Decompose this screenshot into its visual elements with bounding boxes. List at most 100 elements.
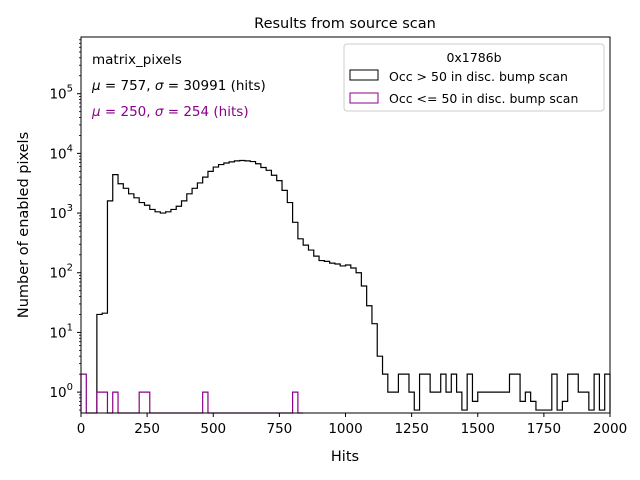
- legend-frame: [343, 43, 605, 112]
- annotation-stats-purple: μ = 250, σ = 254 (hits): [91, 104, 249, 120]
- histogram-bin: [584, 392, 589, 413]
- x-tick-label: 1000: [328, 421, 362, 437]
- histogram-bin: [568, 374, 573, 413]
- histogram-bin: [578, 392, 583, 413]
- histogram-bin: [515, 374, 520, 413]
- histogram-bin: [435, 392, 440, 413]
- x-tick-label: 500: [200, 421, 226, 437]
- histogram-bin: [107, 201, 112, 413]
- y-tick-label: 105: [49, 84, 73, 103]
- histogram-bin: [594, 374, 599, 413]
- histogram-bin: [240, 160, 245, 413]
- x-axis-label: Hits: [331, 449, 359, 465]
- histogram-bin: [293, 392, 298, 413]
- legend-swatch-occ-le-50: [349, 92, 379, 104]
- histogram-bin: [377, 356, 382, 413]
- stats-separator: ,: [146, 104, 155, 120]
- plot-area: 0 250 500 750 1000 1250 1500 1750 2000 100 101 102…: [49, 36, 627, 437]
- histogram-bin: [113, 175, 118, 413]
- histogram-bin: [308, 250, 313, 413]
- histogram-bin: [81, 374, 86, 413]
- histogram-bin: [499, 392, 504, 413]
- histogram-bin: [404, 374, 409, 413]
- histogram-bin: [356, 273, 361, 413]
- x-axis-ticks: 0 250 500 750 1000 1250 1500 1750 2000: [77, 413, 627, 437]
- histogram-bin: [451, 374, 456, 413]
- histogram-bin: [134, 198, 139, 413]
- histogram-bin: [372, 324, 377, 413]
- histogram-bin: [478, 392, 483, 413]
- histogram-bin: [446, 392, 451, 413]
- histogram-bin: [113, 392, 118, 413]
- mu-eq: =: [101, 104, 121, 120]
- histogram-bin: [573, 374, 578, 413]
- stats-separator: ,: [146, 78, 155, 94]
- histogram-bin: [102, 313, 107, 413]
- y-tick-label: 100: [49, 382, 73, 401]
- histogram-bin: [144, 392, 149, 413]
- histogram-bin: [245, 161, 250, 413]
- histogram-bin: [552, 374, 557, 413]
- annotation-stats-black: μ = 757, σ = 30991 (hits): [91, 78, 266, 94]
- histogram-bin: [488, 392, 493, 413]
- sigma-symbol: σ: [155, 104, 164, 120]
- histogram-bin: [494, 392, 499, 413]
- x-tick-label: 2000: [593, 421, 627, 437]
- histogram-bin: [102, 392, 107, 413]
- histogram-bin: [282, 190, 287, 413]
- histogram-bin: [483, 392, 488, 413]
- histogram-bin: [409, 392, 414, 413]
- histogram-bin: [97, 392, 102, 413]
- histogram-bin: [303, 245, 308, 413]
- x-tick-label: 250: [134, 421, 160, 437]
- histogram-outline: [96, 159, 611, 413]
- legend: 0x1786b Occ > 50 in disc. bump scan Occ …: [343, 43, 605, 112]
- histogram-bin: [335, 264, 340, 413]
- histogram-bin: [166, 212, 171, 413]
- histogram-bin: [367, 306, 372, 413]
- histogram-bin: [250, 162, 255, 413]
- sigma-eq: =: [163, 78, 183, 94]
- legend-swatch-occ-gt-50: [349, 69, 379, 81]
- sigma-eq: =: [163, 104, 183, 120]
- sigma-value-black: 30991: [183, 78, 226, 94]
- mu-symbol: μ: [91, 78, 101, 94]
- histogram-bin: [467, 374, 472, 413]
- y-tick-label: 104: [49, 143, 73, 162]
- histogram-bin: [383, 374, 388, 413]
- histogram-bin: [139, 392, 144, 413]
- legend-label-occ-le-50: Occ <= 50 in disc. bump scan: [389, 91, 578, 106]
- histogram-bin: [150, 209, 155, 413]
- histogram-bin: [605, 374, 610, 413]
- histogram-bin: [203, 392, 208, 413]
- histogram-bin: [266, 170, 271, 413]
- histogram-bin: [192, 188, 197, 413]
- plot-frame: [80, 36, 611, 414]
- histogram-bin: [472, 401, 477, 413]
- histogram-bin: [155, 212, 160, 413]
- histogram-bin: [287, 203, 292, 413]
- histogram-bin: [171, 209, 176, 413]
- legend-title: 0x1786b: [446, 50, 501, 65]
- histogram-bin: [144, 205, 149, 413]
- histogram-bin: [398, 374, 403, 413]
- histogram-bin: [361, 286, 366, 413]
- histogram-bin: [182, 201, 187, 413]
- histogram-bin: [277, 181, 282, 413]
- histogram-bin: [319, 261, 324, 413]
- mu-symbol: μ: [91, 104, 101, 120]
- y-axis-ticks: 100 101 102 103 104 105: [49, 39, 81, 411]
- histogram-bin: [197, 183, 202, 413]
- histogram-bin: [330, 263, 335, 413]
- histogram-bin: [425, 374, 430, 413]
- histogram-bin: [346, 265, 351, 413]
- histogram-bin: [393, 392, 398, 413]
- chart-title: Results from source scan: [254, 16, 436, 32]
- histogram-bin: [160, 213, 165, 413]
- histogram-bin: [293, 222, 298, 413]
- histogram-bin: [261, 168, 266, 413]
- histogram-bin: [314, 256, 319, 413]
- histogram-bin: [388, 392, 393, 413]
- histogram-bin: [509, 374, 514, 413]
- histogram-bin: [340, 266, 345, 413]
